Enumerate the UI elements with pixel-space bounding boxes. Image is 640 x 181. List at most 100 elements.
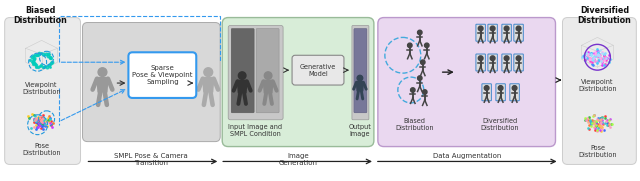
Point bbox=[600, 115, 611, 117]
Text: Generative
Model: Generative Model bbox=[300, 64, 336, 77]
Point bbox=[597, 52, 607, 54]
Point bbox=[38, 128, 49, 131]
Point bbox=[37, 122, 47, 125]
Point bbox=[586, 122, 596, 125]
Point bbox=[44, 53, 54, 56]
Point bbox=[30, 63, 40, 66]
Point bbox=[45, 56, 55, 59]
Point bbox=[33, 126, 44, 129]
Point bbox=[580, 117, 591, 120]
FancyBboxPatch shape bbox=[354, 28, 367, 113]
Point bbox=[582, 55, 593, 58]
Point bbox=[583, 127, 593, 130]
Text: SMPL Pose & Camera
Transition: SMPL Pose & Camera Transition bbox=[115, 153, 188, 165]
Point bbox=[43, 55, 53, 58]
Point bbox=[600, 121, 611, 124]
Point bbox=[597, 64, 607, 66]
Point bbox=[596, 128, 607, 131]
Point bbox=[40, 125, 51, 128]
Point bbox=[35, 124, 45, 127]
Circle shape bbox=[424, 43, 429, 48]
Point bbox=[47, 121, 58, 124]
Point bbox=[589, 57, 600, 60]
Point bbox=[599, 54, 609, 57]
Point bbox=[594, 53, 604, 56]
Point bbox=[23, 114, 33, 117]
Point bbox=[599, 58, 609, 61]
Circle shape bbox=[264, 72, 272, 79]
Point bbox=[40, 118, 50, 121]
Point bbox=[602, 124, 612, 127]
Point bbox=[580, 56, 590, 59]
Circle shape bbox=[478, 26, 483, 31]
Point bbox=[29, 62, 39, 65]
Point bbox=[31, 120, 42, 123]
Point bbox=[581, 55, 591, 58]
Point bbox=[604, 119, 614, 122]
Point bbox=[28, 56, 38, 58]
FancyBboxPatch shape bbox=[488, 54, 497, 71]
Point bbox=[589, 54, 600, 57]
Text: Image
Generation: Image Generation bbox=[278, 153, 317, 165]
Point bbox=[33, 118, 43, 121]
Point bbox=[38, 118, 49, 121]
Point bbox=[31, 120, 41, 123]
Polygon shape bbox=[356, 82, 364, 91]
Circle shape bbox=[484, 86, 489, 90]
Point bbox=[589, 50, 600, 53]
Circle shape bbox=[516, 56, 521, 61]
Point bbox=[601, 59, 611, 62]
Point bbox=[594, 54, 604, 57]
Point bbox=[593, 49, 604, 52]
Point bbox=[27, 60, 37, 63]
Point bbox=[601, 119, 611, 122]
Point bbox=[45, 62, 55, 65]
Text: Diversified
Distribution: Diversified Distribution bbox=[577, 6, 631, 25]
Point bbox=[36, 125, 47, 128]
Point bbox=[37, 117, 47, 120]
Point bbox=[582, 58, 593, 61]
Point bbox=[599, 52, 609, 55]
Text: Biased
Distribution: Biased Distribution bbox=[13, 6, 68, 25]
FancyBboxPatch shape bbox=[476, 24, 485, 41]
Point bbox=[38, 53, 49, 56]
Point bbox=[40, 124, 50, 127]
Point bbox=[25, 58, 35, 61]
Circle shape bbox=[490, 56, 495, 61]
Point bbox=[596, 120, 606, 123]
FancyBboxPatch shape bbox=[514, 54, 524, 71]
Point bbox=[592, 128, 602, 131]
Point bbox=[582, 117, 593, 119]
Point bbox=[602, 121, 612, 124]
Point bbox=[585, 118, 595, 121]
Point bbox=[29, 58, 39, 61]
Point bbox=[580, 118, 590, 121]
Point bbox=[586, 51, 596, 54]
Polygon shape bbox=[203, 78, 214, 92]
Point bbox=[582, 120, 593, 123]
FancyBboxPatch shape bbox=[496, 84, 506, 101]
Point bbox=[34, 118, 44, 121]
FancyBboxPatch shape bbox=[563, 18, 636, 164]
Point bbox=[589, 122, 599, 125]
FancyBboxPatch shape bbox=[476, 54, 485, 71]
Point bbox=[28, 117, 38, 120]
Text: Viewpoint
Distribution: Viewpoint Distribution bbox=[22, 82, 61, 95]
Point bbox=[586, 53, 596, 56]
Point bbox=[38, 66, 48, 68]
Point bbox=[31, 117, 41, 120]
Point bbox=[586, 122, 596, 125]
Point bbox=[594, 125, 604, 128]
Point bbox=[588, 121, 598, 124]
Point bbox=[42, 121, 52, 124]
FancyBboxPatch shape bbox=[482, 84, 492, 101]
Circle shape bbox=[98, 68, 107, 77]
Point bbox=[591, 129, 602, 132]
Point bbox=[589, 54, 600, 57]
Point bbox=[35, 119, 45, 122]
Point bbox=[584, 58, 595, 61]
Point bbox=[594, 53, 604, 56]
Point bbox=[584, 59, 595, 62]
Point bbox=[604, 61, 614, 64]
Point bbox=[33, 65, 43, 68]
